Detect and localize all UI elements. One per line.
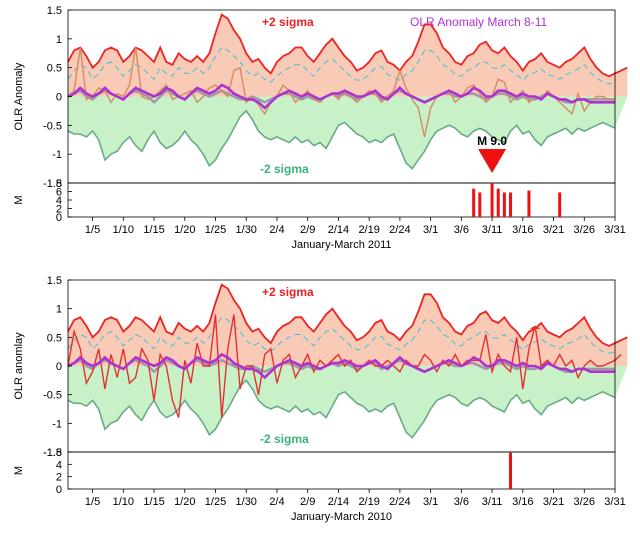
quake-axis-label: M [13, 466, 25, 475]
x-tick-label: 1/20 [174, 224, 195, 236]
x-tick-label: 2/4 [269, 224, 284, 236]
x-tick-label: 2/14 [328, 224, 349, 236]
quake-y-tick-label: 6 [56, 187, 62, 199]
mean-curve [67, 46, 616, 85]
x-axis-label: January-March 2010 [291, 511, 392, 523]
quake-y-tick-label: 2 [56, 204, 62, 216]
x-tick-label: 3/26 [574, 496, 595, 508]
anomaly-window-line [67, 352, 615, 380]
x-tick-label: 3/16 [512, 496, 533, 508]
y-tick-label: -1.5 [43, 178, 62, 190]
x-tick-label: 3/6 [454, 224, 469, 236]
upper-sigma-label: +2 sigma [262, 15, 314, 29]
upper-sigma-label: +2 sigma [262, 285, 314, 299]
quake-bar [527, 190, 531, 217]
lower-band-fill [68, 366, 628, 438]
olr-series-line [67, 314, 622, 418]
chart-2: 1.5 1 0.5 0 -0.5 -1 -1.5 OLR anomlay +2 sigma -2 … [13, 275, 628, 523]
x-tick-label: 1/10 [113, 496, 134, 508]
x-tick-label: 1/30 [236, 224, 257, 236]
quake-bar [558, 192, 562, 217]
y-tick-label: 1.5 [47, 5, 62, 17]
x-tick-label: 3/11 [482, 496, 503, 508]
quake-bar [509, 452, 513, 489]
lower-sigma-label: -2 sigma [260, 432, 309, 446]
x-axis-label: January-March 2011 [291, 239, 391, 251]
x-tick-label: 2/9 [300, 224, 315, 236]
quake-bar [472, 188, 476, 217]
x-tick-label: 2/14 [328, 496, 349, 508]
olr-series-line [67, 47, 615, 138]
y-axis-label: OLR anomlay [13, 332, 25, 400]
x-tick-label: 1/25 [205, 224, 226, 236]
x-tick-label: 3/1 [423, 496, 438, 508]
x-tick-label: 3/31 [604, 496, 625, 508]
lower-sigma-label: -2 sigma [260, 162, 309, 176]
upper-band-fill [68, 14, 628, 97]
chart-title: OLR Anomaly March 8-11 [410, 15, 547, 29]
quake-axis-label: M [13, 195, 25, 204]
x-tick-label: 2/19 [358, 224, 379, 236]
mean-curve [67, 316, 616, 354]
quake-y-tick-label: 2 [56, 472, 62, 484]
y-tick-label: 1 [56, 304, 62, 316]
x-tick-label: 1/15 [143, 496, 164, 508]
quake-bar [509, 192, 513, 217]
y-tick-label: 0.5 [47, 63, 62, 75]
quake-y-tick-label: 4 [56, 195, 62, 207]
quake-panel-frame [67, 451, 616, 490]
upper-2sigma-line [67, 13, 628, 78]
x-tick-label: 2/24 [389, 496, 410, 508]
quake-bar [478, 192, 482, 217]
x-tick-label: 1/20 [174, 496, 195, 508]
quake-bar [490, 183, 494, 217]
quake-y-tick-label: 4 [56, 459, 62, 471]
quake-bar [496, 188, 500, 217]
x-tick-label: 2/9 [300, 496, 315, 508]
x-tick-label: 3/16 [512, 224, 533, 236]
x-tick-label: 3/11 [482, 224, 503, 236]
quake-y-tick-label: 8 [56, 178, 62, 190]
x-tick-label: 3/21 [543, 496, 564, 508]
y-tick-label: -0.5 [43, 120, 62, 132]
y-tick-label: 1 [56, 34, 62, 46]
lower-2sigma-line [67, 109, 616, 170]
quake-marker [478, 149, 507, 173]
x-tick-label: 1/25 [205, 496, 226, 508]
x-tick-label: 2/24 [389, 224, 410, 236]
x-tick-label: 1/5 [85, 224, 100, 236]
x-tick-label: 3/6 [454, 496, 469, 508]
quake-marker-label: M 9.0 [477, 134, 507, 148]
x-tick-label: 2/4 [269, 496, 284, 508]
x-tick-label: 2/19 [358, 496, 379, 508]
x-tick-label: 1/15 [143, 224, 164, 236]
y-tick-label: -1.5 [43, 447, 62, 459]
quake-y-tick-label: 0 [56, 212, 62, 224]
quake-panel-frame [67, 182, 616, 218]
anomaly-window-line [67, 83, 615, 110]
x-tick-label: 3/1 [423, 224, 438, 236]
x-tick-label: 1/10 [113, 224, 134, 236]
y-tick-label: 0 [56, 92, 62, 104]
y-tick-label: -1 [52, 149, 62, 161]
chart-1: 1.5 1 0.5 0 -0.5 -1 -1.5 OLR Anomaly +2 sigma -2 … [13, 5, 628, 251]
x-tick-label: 1/5 [85, 496, 100, 508]
x-tick-label: 1/30 [236, 496, 257, 508]
x-tick-label: 3/21 [543, 224, 564, 236]
quake-bar [502, 192, 506, 217]
y-tick-label: -0.5 [43, 390, 62, 402]
quake-y-tick-label: 0 [56, 484, 62, 496]
x-tick-label: 3/26 [574, 224, 595, 236]
y-axis-label: OLR Anomaly [13, 62, 25, 130]
lower-2sigma-line [67, 379, 616, 439]
lower-band-fill [68, 96, 628, 169]
y-tick-label: 0 [56, 361, 62, 373]
x-tick-label: 3/31 [604, 224, 625, 236]
y-tick-label: -1 [52, 418, 62, 430]
y-tick-label: 1.5 [47, 275, 62, 287]
quake-y-tick-label: -1.8 [43, 447, 62, 459]
y-tick-label: 0.5 [47, 332, 62, 344]
